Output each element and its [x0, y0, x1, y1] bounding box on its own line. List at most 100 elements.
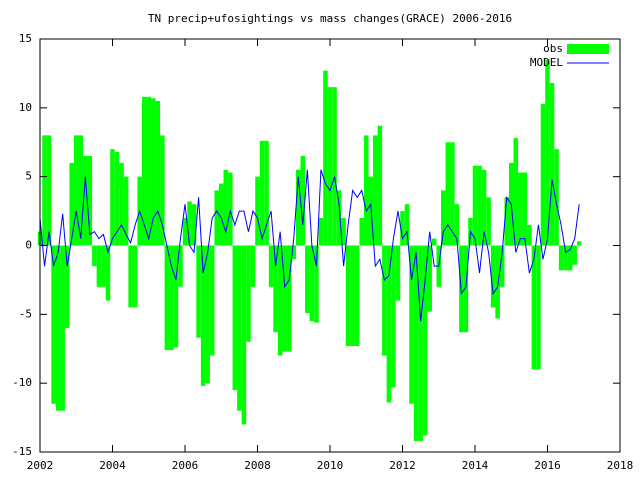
- bar: [209, 245, 215, 356]
- bar: [572, 245, 577, 265]
- y-tick-label: -15: [12, 445, 32, 458]
- bar: [558, 245, 564, 271]
- y-tick-label: 10: [19, 101, 32, 114]
- bar: [101, 245, 106, 287]
- bar: [359, 217, 364, 246]
- bar: [576, 241, 582, 246]
- bar: [377, 125, 383, 246]
- bar: [472, 165, 478, 246]
- x-tick-label: 2004: [99, 459, 126, 472]
- bar: [522, 172, 528, 246]
- bar: [549, 83, 555, 246]
- bar: [314, 245, 319, 323]
- bar: [445, 142, 451, 246]
- bar: [205, 245, 210, 384]
- bar: [477, 165, 482, 246]
- bar: [268, 245, 274, 287]
- bar: [518, 172, 523, 246]
- bar: [164, 245, 170, 351]
- bar: [146, 96, 152, 246]
- bar: [495, 245, 500, 319]
- bar: [250, 245, 256, 287]
- bar: [422, 245, 428, 436]
- bar: [178, 245, 183, 287]
- bar: [450, 142, 455, 246]
- bar: [395, 245, 401, 301]
- x-tick-label: 2012: [389, 459, 416, 472]
- x-tick-label: 2018: [607, 459, 634, 472]
- bar: [200, 245, 206, 386]
- bar: [300, 156, 306, 246]
- bar: [182, 217, 188, 246]
- bar: [246, 245, 251, 342]
- bar: [87, 156, 93, 246]
- bar: [132, 245, 138, 308]
- chart-title: TN precip+ufosightings vs mass changes(G…: [148, 12, 512, 25]
- y-tick-label: 15: [19, 32, 32, 45]
- bar: [545, 59, 550, 246]
- bar: [155, 100, 161, 246]
- bar: [463, 245, 469, 333]
- bar: [345, 245, 351, 346]
- bar: [42, 135, 47, 246]
- bar: [363, 135, 369, 246]
- bar: [259, 140, 265, 246]
- bar: [350, 245, 355, 346]
- bar: [119, 162, 124, 246]
- bar: [427, 245, 432, 312]
- bar: [332, 87, 337, 246]
- bar: [73, 135, 79, 246]
- bar: [228, 172, 233, 246]
- bar: [323, 70, 328, 246]
- y-tick-label: -5: [19, 307, 32, 320]
- bar: [441, 190, 446, 246]
- bar: [46, 135, 52, 246]
- bar: [232, 245, 238, 391]
- bar: [400, 211, 405, 246]
- bar: [277, 245, 283, 356]
- bar: [499, 245, 505, 287]
- y-tick-label: 5: [25, 170, 32, 183]
- bar: [531, 245, 537, 370]
- bar: [291, 245, 297, 260]
- bar: [160, 135, 165, 246]
- bar: [78, 135, 84, 246]
- bar: [418, 245, 423, 441]
- bar: [128, 245, 133, 308]
- bar: [196, 245, 201, 338]
- bar: [273, 245, 278, 333]
- y-tick-label: -10: [12, 376, 32, 389]
- bar: [404, 204, 410, 246]
- bar: [64, 245, 70, 329]
- bar: [504, 197, 509, 246]
- bar: [55, 245, 61, 411]
- bar: [382, 245, 387, 356]
- bar: [305, 245, 310, 313]
- bar: [51, 245, 56, 404]
- bar: [60, 245, 65, 411]
- bar: [218, 183, 224, 246]
- bar: [96, 245, 102, 287]
- bar: [373, 135, 378, 246]
- y-tick-label: 0: [25, 239, 32, 252]
- legend-label: MODEL: [530, 56, 563, 69]
- bar: [354, 245, 360, 346]
- x-tick-label: 2010: [317, 459, 344, 472]
- bar: [567, 245, 573, 271]
- bar: [69, 162, 74, 246]
- bar: [123, 176, 129, 246]
- bar: [92, 245, 97, 267]
- x-tick-label: 2006: [172, 459, 199, 472]
- bar: [282, 245, 287, 352]
- bar: [114, 151, 120, 246]
- bar: [513, 138, 519, 246]
- bar: [105, 245, 111, 301]
- bar: [187, 201, 192, 246]
- bar: [454, 204, 460, 246]
- bar: [386, 245, 392, 403]
- bar: [327, 87, 333, 246]
- bar: [237, 245, 242, 411]
- bar: [151, 98, 156, 246]
- bar: [490, 245, 496, 308]
- bar: [341, 217, 346, 246]
